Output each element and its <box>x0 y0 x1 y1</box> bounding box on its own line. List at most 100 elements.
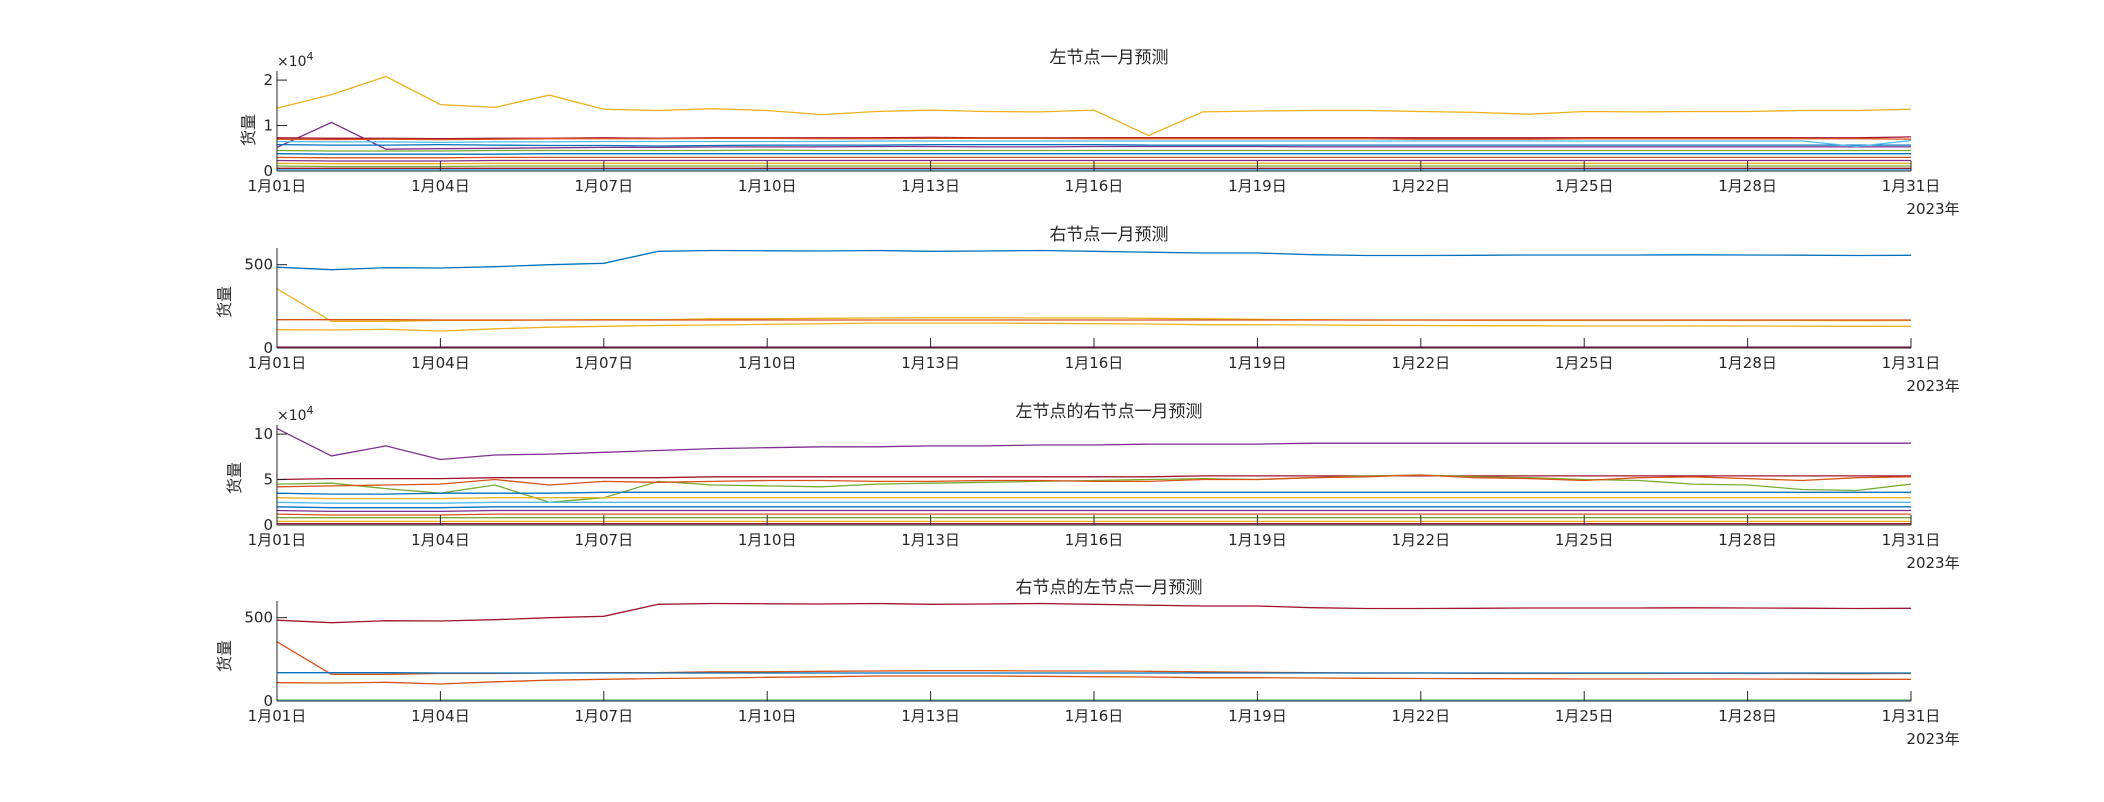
y-axis-label: 货量 <box>215 286 234 318</box>
series-line-2 <box>276 475 1911 481</box>
series-line-9 <box>276 509 1911 513</box>
x-tick-label: 1月25日 <box>1555 354 1614 372</box>
x-tick-label: 1月19日 <box>1228 354 1287 372</box>
x-tick-label: 1月07日 <box>574 707 633 725</box>
plot-area: 1月01日 1月04日 1月07日 1月10日 1月13日 1月16日 1月19日 1月22日… <box>248 425 1941 549</box>
series-line-8 <box>276 153 1911 155</box>
x-tick-label: 1月22日 <box>1391 354 1450 372</box>
series-line-7 <box>276 501 1911 504</box>
y-tick-label: 1 <box>263 117 273 135</box>
x-axis-year-label: 2023年 <box>1906 554 1959 572</box>
y-exponent-base: ×10 <box>277 408 307 424</box>
series-line-4 <box>276 137 1912 141</box>
series-line-7 <box>276 149 1911 152</box>
series-line-5 <box>276 491 1911 495</box>
x-axis-year-label: 2023年 <box>1906 377 1959 395</box>
y-tick-label: 0 <box>263 516 273 534</box>
x-tick-label: 1月31日 <box>1882 707 1941 725</box>
x-tick-label: 1月28日 <box>1718 531 1777 549</box>
y-tick-label: 0 <box>263 692 273 710</box>
y-axis-label: 货量 <box>239 114 258 146</box>
series-line-2 <box>276 121 1911 150</box>
x-tick-label: 1月19日 <box>1228 177 1287 195</box>
chart-title: 左节点一月预测 <box>1050 48 1169 68</box>
x-tick-label: 1月13日 <box>901 531 960 549</box>
x-tick-label: 1月07日 <box>574 354 633 372</box>
x-tick-label: 1月10日 <box>738 707 797 725</box>
x-tick-label: 1月13日 <box>901 354 960 372</box>
x-tick-label: 1月07日 <box>574 531 633 549</box>
series-line-6 <box>276 139 1912 148</box>
x-tick-label: 1月01日 <box>248 531 307 549</box>
y-tick-label: 0 <box>263 339 273 357</box>
x-tick-label: 1月22日 <box>1391 531 1450 549</box>
series-line-5 <box>276 143 1911 147</box>
y-exponent-base: ×10 <box>277 54 307 70</box>
x-tick-label: 1月25日 <box>1555 531 1614 549</box>
series-line-1 <box>276 75 1912 137</box>
x-tick-label: 1月07日 <box>574 177 633 195</box>
x-tick-label: 1月04日 <box>411 177 470 195</box>
x-tick-label: 1月13日 <box>901 177 960 195</box>
x-tick-label: 1月10日 <box>738 531 797 549</box>
y-exponent-label: ×104 <box>277 404 314 424</box>
chart-title: 左节点的右节点一月预测 <box>1016 402 1203 422</box>
x-tick-label: 1月04日 <box>411 707 470 725</box>
y-axis-label: 货量 <box>225 462 244 494</box>
x-axis-year-label: 2023年 <box>1906 730 1959 748</box>
series-line-1 <box>276 249 1912 271</box>
series-line-4 <box>276 474 1912 488</box>
y-tick-label: 500 <box>244 256 273 274</box>
x-tick-label: 1月31日 <box>1882 354 1941 372</box>
series-line-4 <box>276 675 1911 685</box>
panel-1: 左节点一月预测 ×104 货量 2023年 1月01日 1月04日 1月07日 1月1… <box>239 48 1960 218</box>
x-tick-label: 1月22日 <box>1391 707 1450 725</box>
x-tick-label: 1月22日 <box>1391 177 1450 195</box>
x-tick-label: 1月13日 <box>901 707 960 725</box>
x-axis-year-label: 2023年 <box>1906 200 1959 218</box>
y-tick-label: 5 <box>263 471 273 489</box>
y-tick-label: 0 <box>263 162 273 180</box>
series-line-10 <box>276 159 1911 162</box>
y-tick-label: 10 <box>254 425 273 443</box>
x-tick-label: 1月04日 <box>411 354 470 372</box>
x-tick-label: 1月01日 <box>248 177 307 195</box>
x-tick-label: 1月19日 <box>1228 707 1287 725</box>
x-tick-label: 1月31日 <box>1882 177 1941 195</box>
plot-area: 1月01日 1月04日 1月07日 1月10日 1月13日 1月16日 1月19日 1月22日… <box>244 248 1940 372</box>
panel-4: 右节点的左节点一月预测 货量 2023年 1月01日 1月04日 1月07日 1月10… <box>215 578 1960 748</box>
series-line-1 <box>276 428 1911 461</box>
x-tick-label: 1月16日 <box>1065 354 1124 372</box>
y-exponent-power: 4 <box>307 404 314 417</box>
y-exponent-label: ×104 <box>277 50 314 70</box>
y-tick-label: 2 <box>263 71 273 89</box>
x-tick-label: 1月31日 <box>1882 531 1941 549</box>
series-line-10 <box>276 513 1911 516</box>
chart-title: 右节点的左节点一月预测 <box>1016 578 1203 598</box>
y-axis-label: 货量 <box>215 640 234 672</box>
series-line-1 <box>276 602 1912 624</box>
x-tick-label: 1月16日 <box>1065 531 1124 549</box>
x-tick-label: 1月28日 <box>1718 177 1777 195</box>
x-tick-label: 1月16日 <box>1065 177 1124 195</box>
x-tick-label: 1月25日 <box>1555 707 1614 725</box>
y-tick-label: 500 <box>244 609 273 627</box>
x-tick-label: 1月19日 <box>1228 531 1287 549</box>
x-tick-label: 1月28日 <box>1718 354 1777 372</box>
chart-title: 右节点一月预测 <box>1050 225 1169 245</box>
y-exponent-power: 4 <box>307 50 314 63</box>
x-tick-label: 1月16日 <box>1065 707 1124 725</box>
x-tick-label: 1月01日 <box>248 354 307 372</box>
x-tick-label: 1月25日 <box>1555 177 1614 195</box>
x-tick-label: 1月01日 <box>248 707 307 725</box>
series-group <box>276 428 1912 525</box>
x-tick-label: 1月04日 <box>411 531 470 549</box>
x-tick-label: 1月10日 <box>738 354 797 372</box>
x-tick-label: 1月28日 <box>1718 707 1777 725</box>
series-line-4 <box>276 322 1911 332</box>
panel-2: 右节点一月预测 货量 2023年 1月01日 1月04日 1月07日 1月10日 1月1… <box>215 225 1960 395</box>
series-line-6 <box>276 497 1911 500</box>
plot-area: 1月01日 1月04日 1月07日 1月10日 1月13日 1月16日 1月19日 1月22日… <box>248 71 1941 195</box>
